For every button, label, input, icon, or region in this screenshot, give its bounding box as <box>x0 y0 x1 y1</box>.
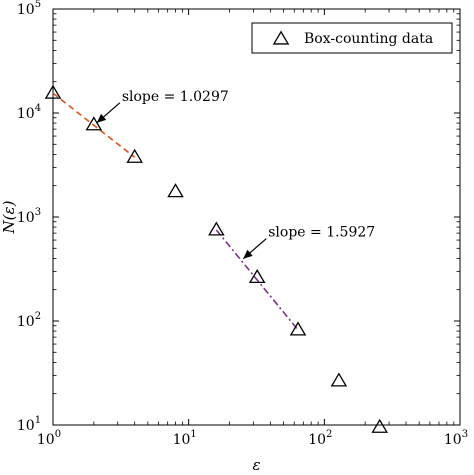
legend-triangle-marker <box>272 30 290 45</box>
data-point <box>44 84 62 99</box>
legend-label: Box-counting data <box>304 31 433 47</box>
data-point <box>330 372 348 387</box>
slope-annotation-2: slope = 1.5927 <box>268 225 375 241</box>
annotation-arrowhead <box>96 113 107 123</box>
tick-marks <box>52 8 461 426</box>
annotations: slope = 1.0297 slope = 1.5927 <box>96 89 375 260</box>
data-point <box>371 418 389 433</box>
x-tick-label: 100 <box>37 429 61 448</box>
slope-annotation-1: slope = 1.0297 <box>122 89 229 105</box>
x-tick-labels: 100 101 102 103 <box>37 429 468 448</box>
data-points <box>44 84 389 433</box>
data-point <box>248 268 266 284</box>
plot-area <box>52 8 461 426</box>
data-point <box>126 148 143 163</box>
y-tick-label: 102 <box>17 311 41 330</box>
y-tick-label: 104 <box>17 103 41 122</box>
y-axis-label: N(ε) <box>0 200 18 234</box>
fit-line-1 <box>52 92 136 158</box>
x-tick-label: 103 <box>444 429 468 448</box>
data-point <box>289 321 307 336</box>
fit-line-2 <box>215 229 299 331</box>
y-tick-label: 101 <box>17 415 41 434</box>
data-point <box>208 221 225 236</box>
fit-lines <box>52 92 299 331</box>
y-tick-labels: 101 102 103 104 105 <box>17 0 41 434</box>
data-point <box>167 183 184 198</box>
annotation-arrowhead <box>243 249 253 259</box>
y-tick-label: 103 <box>17 207 41 226</box>
x-tick-label: 101 <box>173 429 197 448</box>
data-point <box>85 116 103 131</box>
x-axis-label: ε <box>252 456 260 474</box>
y-tick-label: 105 <box>17 0 41 18</box>
legend: Box-counting data <box>251 22 453 54</box>
x-tick-label: 102 <box>308 429 332 448</box>
